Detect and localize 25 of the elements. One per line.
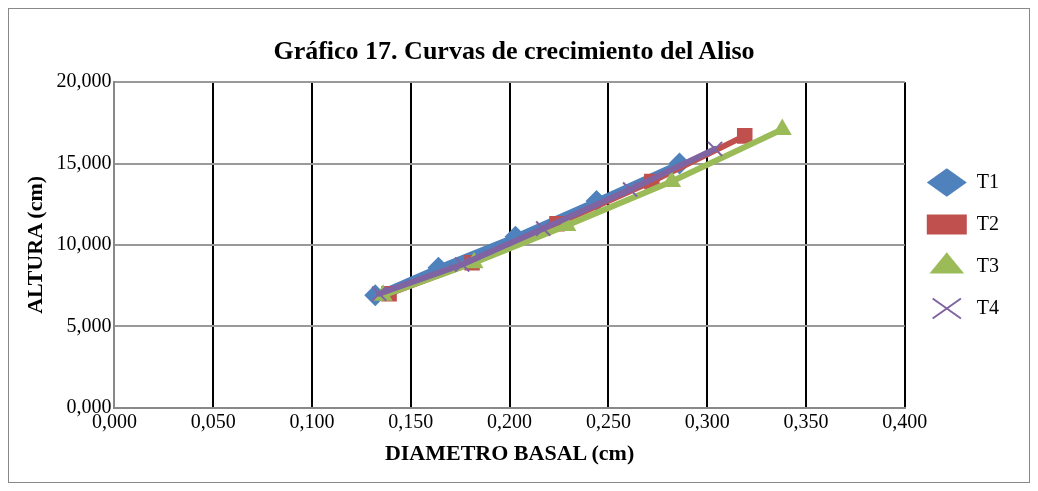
- legend-label: T4: [976, 295, 999, 318]
- x-tick-label: 0,200: [487, 409, 533, 432]
- point: [535, 220, 552, 237]
- x-tick-label: 0,350: [783, 409, 829, 432]
- legend-label: T3: [976, 253, 999, 276]
- chart-title: Gráfico 17. Curvas de crecimiento del Aliso: [273, 36, 755, 66]
- point: [371, 285, 388, 302]
- y-axis-title: ALTURA (cm): [21, 175, 47, 314]
- x-tick-label: 0,100: [289, 409, 335, 432]
- legend-label: T1: [976, 169, 999, 192]
- x-axis-title: DIAMETRO BASAL (cm): [384, 440, 635, 466]
- point: [454, 256, 471, 273]
- point: [736, 128, 753, 144]
- legend-label: T2: [976, 211, 999, 234]
- y-tick-label: 15,000: [56, 150, 112, 173]
- y-tick-label: 10,000: [56, 232, 112, 255]
- x-tick-label: 0,400: [882, 409, 928, 432]
- y-tick-label: 5,000: [66, 313, 112, 336]
- x-tick-label: 0,050: [190, 409, 236, 432]
- x-tick-label: 0,250: [585, 409, 631, 432]
- point: [622, 181, 639, 198]
- point: [707, 140, 724, 157]
- x-tick-label: 0,300: [684, 409, 730, 432]
- x-tick-label: 0,150: [388, 409, 434, 432]
- y-tick-label: 20,000: [56, 69, 112, 92]
